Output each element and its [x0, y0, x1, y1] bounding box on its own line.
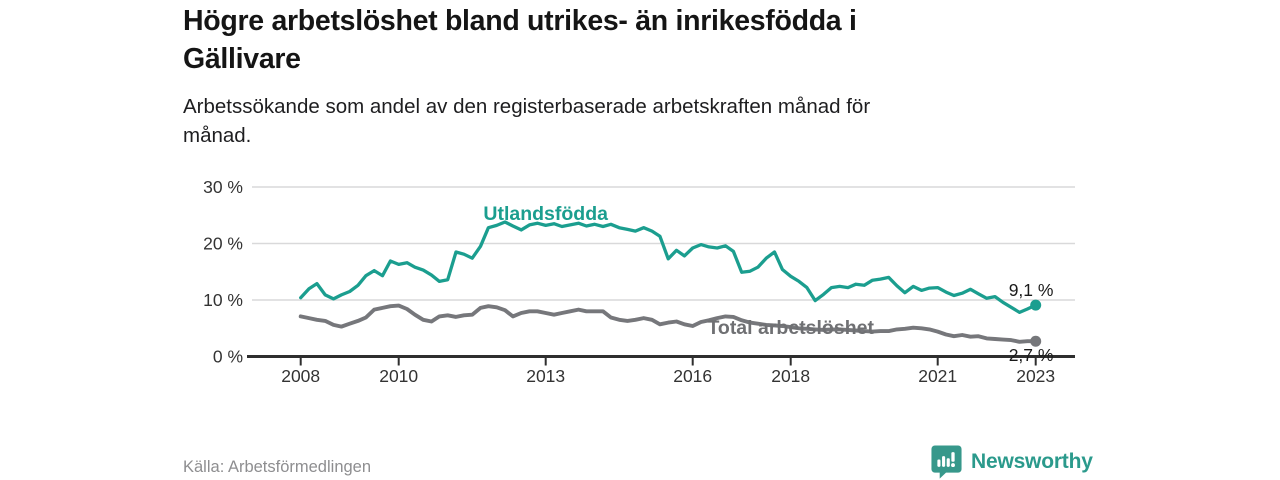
y-tick-label: 0 %	[213, 347, 243, 367]
x-tick-label: 2021	[918, 366, 957, 386]
y-tick-label: 20 %	[203, 234, 243, 254]
x-tick-label: 2018	[771, 366, 810, 386]
series-end-value-label-utlandsf-dda: 9,1 %	[1009, 280, 1054, 300]
series-end-dot-total-arbetsl-shet	[1030, 335, 1042, 347]
series-end-value-label-total-arbetsl-shet: 2,7 %	[1009, 345, 1054, 365]
x-tick-label: 2010	[379, 366, 418, 386]
brand-name: Newsworthy	[971, 449, 1093, 473]
series-end-dot-utlandsf-dda	[1030, 299, 1042, 311]
series-label-total-arbetsl-shet: Total arbetslöshet	[707, 317, 874, 339]
x-tick-label: 2023	[1016, 366, 1055, 386]
series-line-utlandsf-dda	[299, 220, 1038, 315]
y-tick-label: 30 %	[203, 177, 243, 197]
page-subtitle: Arbetssökande som andel av den registerb…	[183, 95, 871, 147]
series-line-total-arbetsl-shet	[298, 303, 1038, 344]
series-label-utlandsf-dda: Utlandsfödda	[483, 203, 608, 225]
page-title: Högre arbetslöshet bland utrikes- än inr…	[183, 5, 857, 75]
x-tick-label: 2013	[526, 366, 565, 386]
source-note: Källa: Arbetsförmedlingen	[183, 458, 372, 476]
newsworthy-logo-icon	[930, 444, 963, 479]
x-tick-label: 2016	[673, 366, 712, 386]
brand-lockup: Newsworthy	[930, 444, 1093, 479]
y-tick-label: 10 %	[203, 290, 243, 310]
x-tick-label: 2008	[281, 366, 320, 386]
